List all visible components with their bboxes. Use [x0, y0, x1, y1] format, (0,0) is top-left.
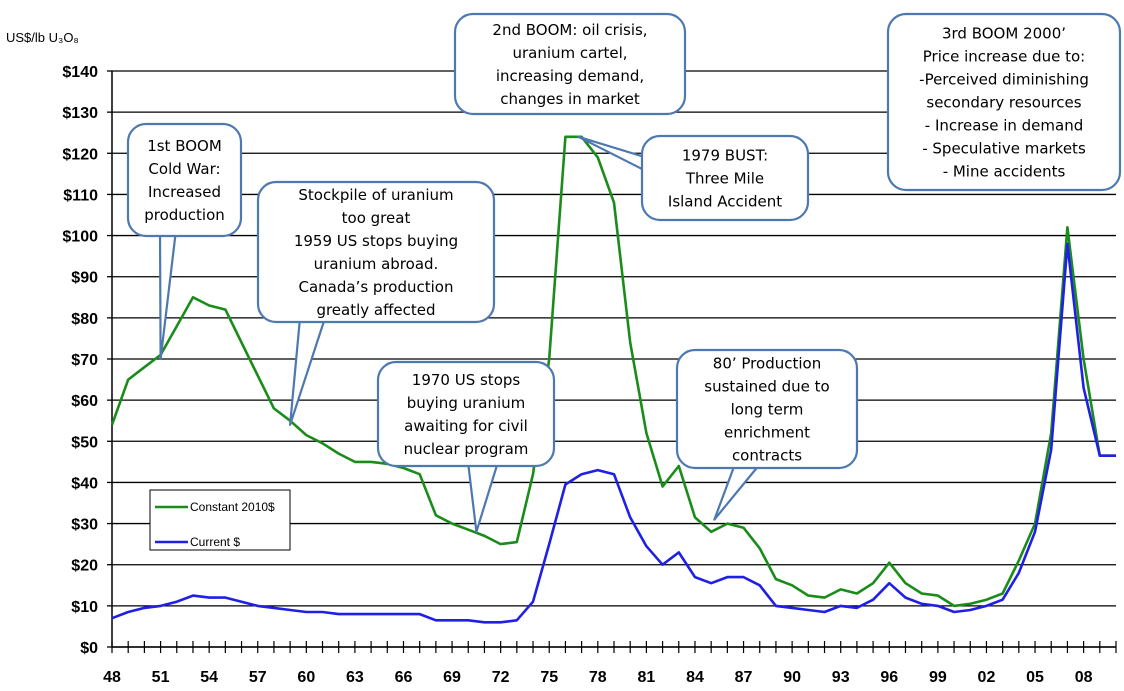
- legend-box: [149, 489, 291, 551]
- x-tick-label: 08: [1075, 669, 1093, 686]
- y-tick-label: $90: [71, 270, 98, 287]
- callout-line: Canada’s production: [299, 278, 454, 296]
- callout-pointer: [577, 135, 650, 174]
- x-tick-label: 05: [1026, 669, 1044, 686]
- callout-stockpile: Stockpile of uranium too great 1959 US sto…: [256, 180, 496, 426]
- callout-box: [886, 12, 1122, 192]
- callout-us1970: 1970 US stops buying uranium awaiting for …: [376, 360, 556, 533]
- callout-line: 1959 US stops buying: [294, 232, 458, 250]
- callout-line: -Perceived diminishing: [919, 71, 1089, 89]
- x-tick-label: 02: [978, 669, 996, 686]
- callout-line: production: [144, 206, 225, 224]
- axes: $0 $10 $20 $30 $40 $50 $60 $70 $80 $90 $100 $110 $12…: [6, 30, 1117, 686]
- callout-boom2: 2nd BOOM: oil crisis, uranium cartel, incr…: [453, 12, 687, 116]
- y-tick-label: $80: [71, 311, 98, 328]
- callout-line: 2nd BOOM: oil crisis,: [492, 21, 647, 39]
- x-tick-label: 93: [832, 669, 850, 686]
- callout-line: too great: [342, 209, 411, 227]
- callout-box: [126, 122, 243, 238]
- legend-entry: Constant 2010$: [190, 500, 275, 514]
- x-tick-label: 69: [443, 669, 461, 686]
- x-tick-label: 60: [297, 669, 315, 686]
- callouts: 1st BOOM Cold War: Increased production Stoc…: [126, 12, 1122, 533]
- callout-line: 3rd BOOM 2000’: [942, 25, 1066, 43]
- callout-line: changes in market: [500, 90, 640, 108]
- y-tick-label: $0: [80, 640, 98, 657]
- y-tick-label: $110: [63, 187, 98, 204]
- callout-box: [256, 180, 496, 324]
- x-tick-label: 72: [492, 669, 510, 686]
- callout-line: secondary resources: [926, 94, 1081, 112]
- callout-boom1: 1st BOOM Cold War: Increased production: [126, 122, 243, 361]
- callout-line: - Increase in demand: [925, 117, 1083, 135]
- callout-line: Price increase due to:: [923, 48, 1086, 66]
- x-tick-label: 78: [589, 669, 607, 686]
- callout-line: Cold War:: [148, 160, 220, 178]
- y-tick-label: $120: [62, 146, 98, 163]
- x-tick-label: 87: [735, 669, 753, 686]
- callout-line: - Speculative markets: [922, 140, 1086, 158]
- callout-pointer: [466, 460, 500, 533]
- y-tick-label: $60: [71, 393, 98, 410]
- callout-line: uranium cartel,: [512, 44, 627, 62]
- callout-line: sustained due to: [704, 378, 830, 396]
- callout-line: 1970 US stops: [412, 371, 521, 389]
- y-axis-label: US$/lb U₃O₈: [6, 30, 79, 45]
- callout-pointer: [713, 462, 762, 521]
- callout-line: enrichment: [724, 424, 810, 442]
- callout-line: increasing demand,: [496, 67, 644, 85]
- callout-line: uranium abroad.: [314, 255, 439, 273]
- x-tick-label: 48: [103, 669, 121, 686]
- callout-prod80: 80’ Production sustained due to long term e…: [675, 348, 859, 521]
- callout-line: Three Mile: [685, 170, 764, 188]
- y-tick-label: $10: [71, 599, 98, 616]
- x-tick-label: 54: [200, 669, 218, 686]
- x-tick-label: 63: [346, 669, 364, 686]
- y-tick-label: $140: [62, 64, 98, 81]
- x-tick-label: 51: [152, 669, 170, 686]
- x-tick-label: 84: [686, 669, 704, 686]
- y-tick-label: $50: [71, 434, 98, 451]
- y-tick-label: $100: [62, 229, 98, 246]
- x-tick-label: 96: [880, 669, 898, 686]
- callout-line: contracts: [732, 447, 802, 465]
- y-tick-label: $30: [71, 517, 98, 534]
- callout-line: 1979 BUST:: [682, 147, 768, 165]
- series-line: [110, 135, 1116, 608]
- x-tick-label: 66: [395, 669, 413, 686]
- x-tick-label: 99: [929, 669, 947, 686]
- callout-line: Stockpile of uranium: [298, 186, 453, 204]
- callout-box: [376, 360, 556, 468]
- callout-line: - Mine accidents: [943, 163, 1066, 181]
- callout-box: [640, 134, 810, 222]
- y-tick-label: $20: [71, 558, 98, 575]
- legend: Constant 2010$ Current $: [149, 489, 291, 551]
- callout-line: long term: [731, 401, 804, 419]
- callout-box: [675, 348, 859, 470]
- callout-line: Island Accident: [668, 193, 782, 211]
- x-tick-label: 81: [637, 669, 655, 686]
- callout-line: awaiting for civil: [404, 417, 528, 435]
- legend-entry: Current $: [190, 535, 240, 549]
- callout-box: [453, 12, 687, 116]
- x-tick-label: 57: [249, 669, 267, 686]
- callout-line: 80’ Production: [713, 355, 821, 373]
- y-tick-label: $40: [71, 475, 98, 492]
- callout-pointer: [289, 316, 327, 426]
- y-tick-label: $70: [71, 352, 98, 369]
- callout-line: buying uranium: [407, 394, 526, 412]
- series-lines: [110, 135, 1116, 624]
- callout-line: greatly affected: [316, 301, 435, 319]
- callout-line: Increased: [148, 183, 221, 201]
- callout-line: 1st BOOM: [147, 137, 222, 155]
- x-tick-label: 75: [540, 669, 558, 686]
- series-line: [111, 242, 1116, 624]
- callout-boom3: 3rd BOOM 2000’ Price increase due to: -Per…: [886, 12, 1122, 192]
- x-tick-label: 90: [783, 669, 801, 686]
- callout-line: nuclear program: [404, 440, 529, 458]
- callout-bust1979: 1979 BUST: Three Mile Island Accident: [577, 134, 810, 222]
- y-tick-label: $130: [62, 105, 98, 122]
